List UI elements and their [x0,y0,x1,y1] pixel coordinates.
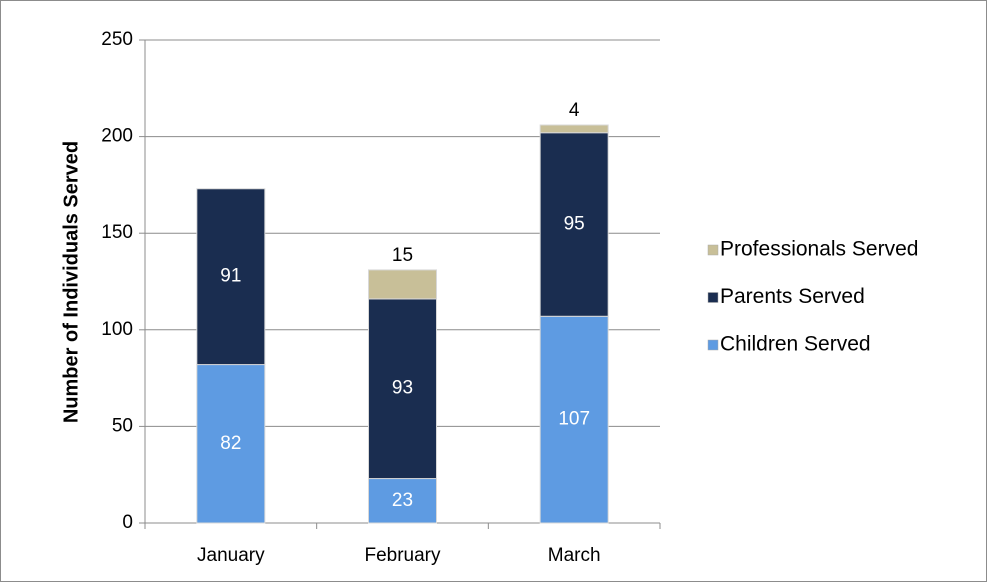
y-axis-label: Number of Individuals Served [60,141,82,423]
x-tick-label: March [548,545,601,566]
legend-label: Professionals Served [720,238,918,261]
bar-segment [196,364,266,524]
bar-segment [539,124,609,134]
y-tick-label: 200 [101,126,133,147]
x-tick-label: February [364,545,441,566]
y-tick-label: 0 [122,512,133,533]
y-tick-label: 150 [101,222,133,243]
legend-swatch [707,339,719,351]
data-label: 82 [220,433,241,454]
data-label: 95 [564,214,585,235]
legend-label: Parents Served [720,285,865,308]
bar-segment [368,478,437,524]
data-label: 93 [392,378,413,399]
y-tick-label: 50 [112,415,133,436]
y-tick-label: 100 [101,319,133,340]
data-label: 23 [392,490,413,511]
y-tick-label: 250 [101,29,133,50]
legend-swatch [707,292,719,303]
x-tick-label: January [197,545,265,566]
legend-swatch [707,244,719,256]
data-label: 107 [558,409,590,430]
data-label: 15 [392,245,413,266]
bar-segment [368,298,437,480]
data-label: 91 [220,266,241,287]
bar-segment [539,315,609,524]
legend-label: Children Served [720,333,871,356]
bar-segment [196,188,266,366]
bar-segment [368,269,437,300]
data-label: 4 [569,100,580,121]
